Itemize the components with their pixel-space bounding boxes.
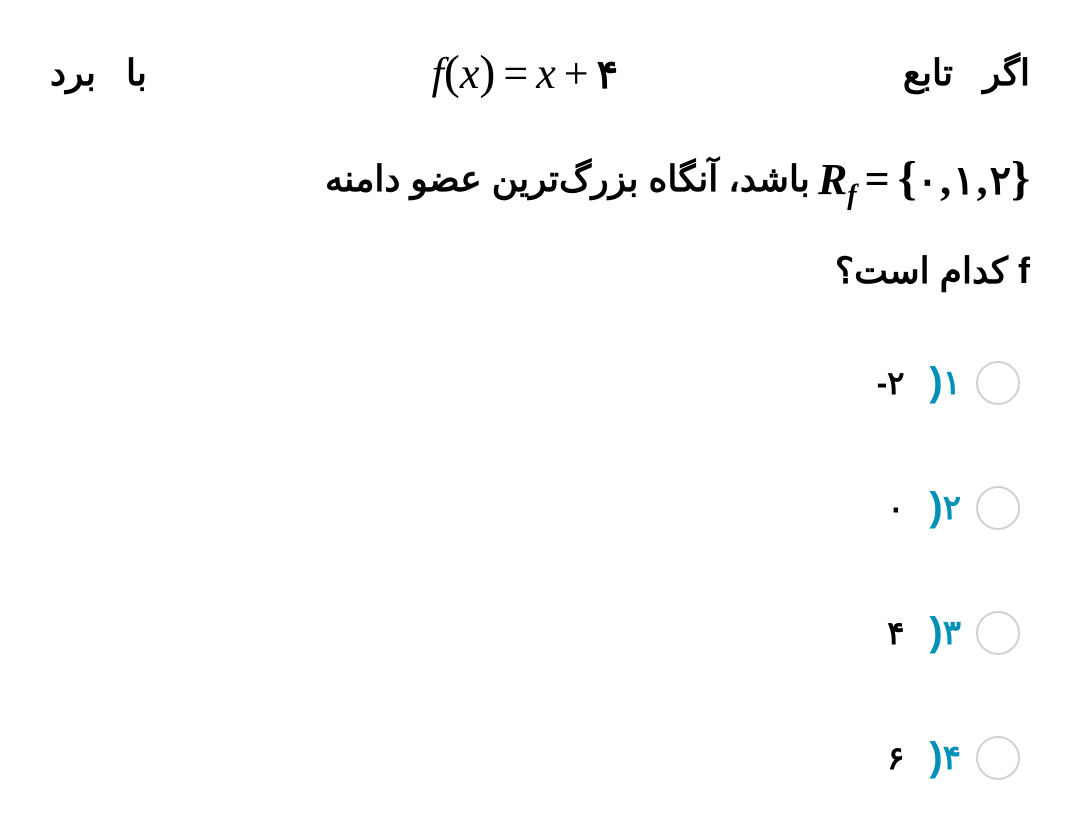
word-range: برد [50, 33, 96, 112]
question-line-2: Rf={۰,۱,۲} باشد، آنگاه بزرگ‌ترین عضو دام… [50, 126, 1030, 232]
radio-circle-icon[interactable] [976, 736, 1020, 780]
radio-circle-icon[interactable] [976, 611, 1020, 655]
option-num-label: ۴ [943, 738, 961, 778]
word-function: تابع [903, 33, 953, 112]
range-sub: f [847, 179, 856, 210]
option-value-4: ۶ [887, 739, 904, 777]
option-num-label: ۳ [943, 613, 961, 653]
set-v3: ۲ [990, 159, 1011, 203]
option-value-1: -۲ [877, 364, 905, 402]
option-row-2[interactable]: ۲( ۰ [60, 485, 1020, 530]
option-row-1[interactable]: ۱( -۲ [60, 360, 1020, 405]
line3-text: کدام است؟ [835, 250, 1018, 291]
option-value-2: ۰ [887, 489, 904, 527]
option-number-4: ۴( [925, 735, 961, 780]
formula-x2: x [536, 49, 556, 98]
line2-text: باشد، آنگاه بزرگ‌ترین عضو دامنه [325, 139, 810, 218]
option-number-2: ۲( [925, 485, 961, 530]
math-formula-fx: f(x)=x+۴ [432, 20, 618, 126]
math-range-set: Rf={۰,۱,۲} [818, 126, 1030, 232]
set-v2: ۱ [953, 159, 974, 203]
options-list: ۱( -۲ ۲( ۰ ۳( ۴ ۴( ۶ [50, 360, 1030, 780]
option-num-label: ۱ [943, 363, 961, 403]
word-with: با [126, 33, 147, 112]
range-var: R [818, 155, 847, 204]
set-v1: ۰ [917, 159, 938, 203]
word-if: اگر [983, 33, 1030, 112]
radio-circle-icon[interactable] [976, 486, 1020, 530]
option-row-3[interactable]: ۳( ۴ [60, 610, 1020, 655]
question-line-1: اگر تابع f(x)=x+۴ با برد [50, 20, 1030, 126]
question-line-3: f کدام است؟ [50, 231, 1030, 310]
option-num-label: ۲ [943, 488, 961, 528]
line3-f: f [1018, 250, 1030, 291]
radio-circle-icon[interactable] [976, 361, 1020, 405]
formula-x1: x [460, 49, 480, 98]
option-number-3: ۳( [925, 610, 961, 655]
option-number-1: ۱( [925, 360, 961, 405]
formula-const: ۴ [597, 53, 618, 97]
option-value-3: ۴ [887, 614, 904, 652]
formula-f: f [432, 49, 444, 98]
option-row-4[interactable]: ۴( ۶ [60, 735, 1020, 780]
question-block: اگر تابع f(x)=x+۴ با برد Rf={۰,۱,۲} باشد… [50, 20, 1030, 310]
